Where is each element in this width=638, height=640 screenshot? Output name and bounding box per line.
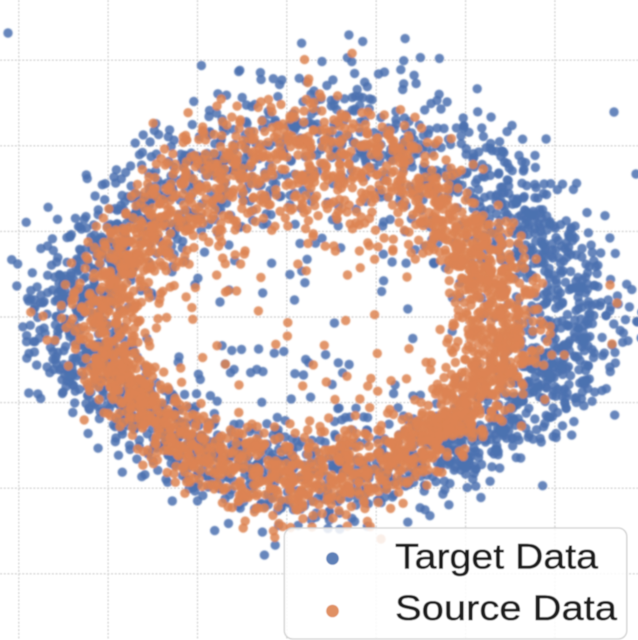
svg-text:Target Data: Target Data bbox=[395, 538, 599, 577]
svg-text:Source Data: Source Data bbox=[395, 589, 618, 628]
